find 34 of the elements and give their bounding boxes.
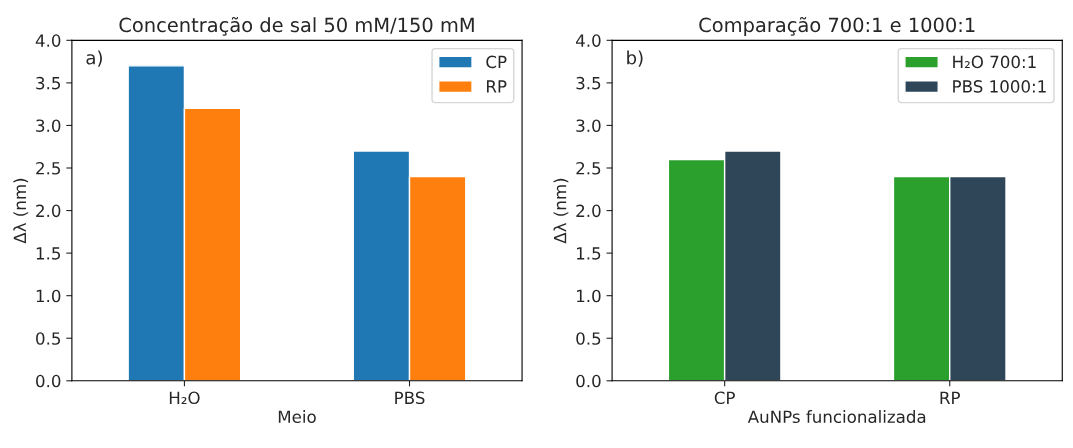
y-tick-label: 1.0 — [577, 289, 601, 303]
y-tick-label: 3.5 — [576, 76, 601, 90]
x-tick-label: PBS — [395, 391, 425, 405]
x-axis-title: Meio — [278, 410, 316, 424]
legend-label: RP — [487, 80, 507, 93]
y-tick-label: 0.5 — [576, 332, 601, 345]
y-tick-label: 2.5 — [576, 161, 601, 175]
y-tick-label: 2.0 — [36, 204, 61, 218]
y-tick-label: 3.0 — [36, 119, 61, 133]
x-tick-label: H₂O — [169, 391, 200, 405]
annotation: a) — [86, 50, 102, 67]
y-tick-label: 2.5 — [36, 161, 61, 175]
y-tick-label: 0.5 — [36, 332, 61, 345]
y-tick-label: 3.5 — [36, 76, 61, 90]
y-tick-label: 1.0 — [36, 289, 61, 303]
x-tick-label: RP — [940, 391, 960, 404]
y-tick-label: 3.0 — [576, 119, 601, 133]
annotation: b) — [627, 50, 643, 67]
legend-label: H₂O 700:1 — [953, 55, 1036, 69]
y-tick-label: 1.5 — [577, 247, 601, 260]
legend-label: PBS 1000:1 — [953, 80, 1046, 93]
y-axis-title: Δλ (nm) — [13, 178, 29, 244]
y-tick-label: 2.0 — [576, 204, 601, 218]
chart-title: Concentração de sal 50 mM/150 mM — [119, 16, 474, 36]
y-axis-title: Δλ (nm) — [553, 178, 569, 244]
x-axis-title: AuNPs funcionalizada — [747, 410, 926, 424]
y-tick-label: 0.0 — [36, 374, 61, 388]
legend-label: CP — [486, 55, 507, 69]
chart-title: Comparação 700:1 e 1000:1 — [699, 16, 975, 37]
x-tick-label: CP — [714, 391, 735, 405]
y-tick-label: 0.0 — [576, 374, 601, 388]
y-tick-label: 1.5 — [36, 247, 61, 260]
y-tick-label: 4.0 — [575, 34, 601, 47]
y-tick-label: 4.0 — [35, 34, 61, 47]
